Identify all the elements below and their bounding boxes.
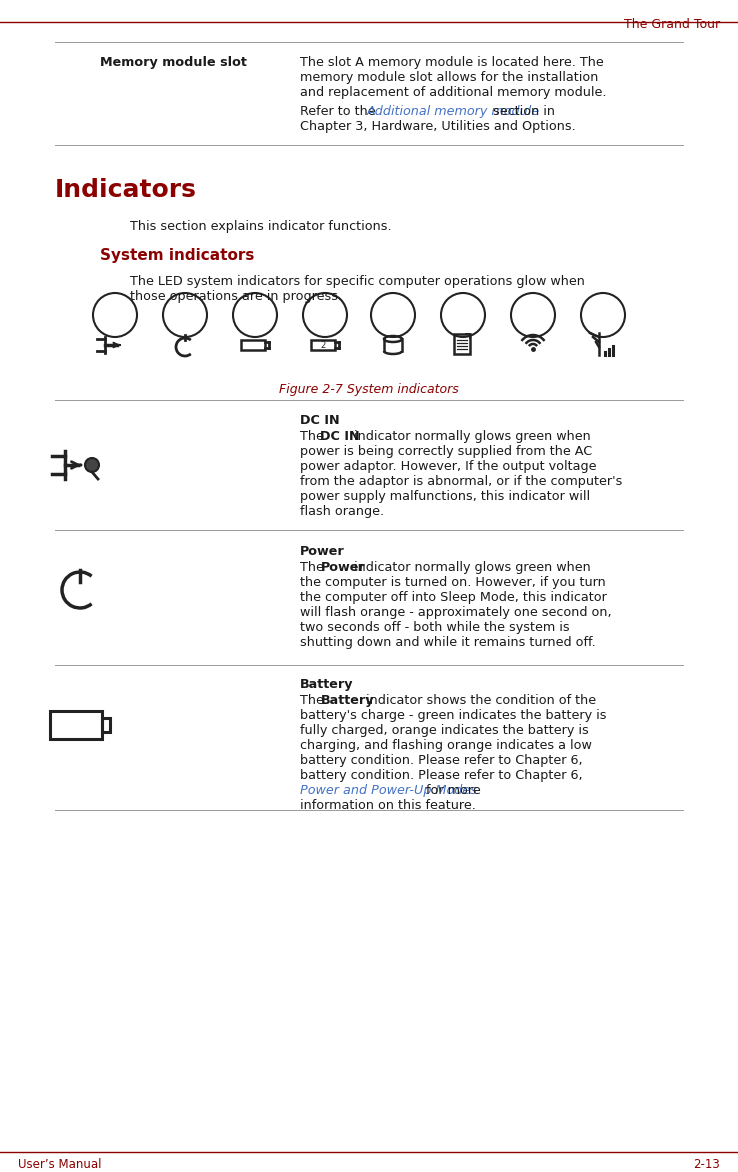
Text: DC IN: DC IN [300, 414, 339, 427]
Text: System indicators: System indicators [100, 248, 255, 263]
Text: Indicators: Indicators [55, 178, 197, 202]
Text: indicator normally glows green when: indicator normally glows green when [350, 430, 590, 443]
Text: the computer is turned on. However, if you turn: the computer is turned on. However, if y… [300, 575, 606, 590]
Text: Memory module slot: Memory module slot [100, 56, 247, 69]
Text: 2-13: 2-13 [693, 1158, 720, 1171]
Text: those operations are in progress.: those operations are in progress. [130, 289, 342, 304]
Text: User’s Manual: User’s Manual [18, 1158, 102, 1171]
Bar [241, 340, 265, 350]
Text: 2: 2 [320, 341, 325, 350]
Text: Power: Power [300, 545, 345, 558]
Bar [454, 334, 470, 354]
Bar [311, 340, 335, 350]
Text: Chapter 3, Hardware, Utilities and Options.: Chapter 3, Hardware, Utilities and Optio… [300, 120, 576, 132]
Text: for more: for more [422, 784, 481, 797]
Text: battery condition. Please refer to Chapter 6,: battery condition. Please refer to Chapt… [300, 754, 582, 766]
Text: flash orange.: flash orange. [300, 505, 384, 518]
Text: DC IN: DC IN [320, 430, 360, 443]
Text: The slot A memory module is located here. The: The slot A memory module is located here… [300, 56, 604, 69]
Text: Figure 2-7 System indicators: Figure 2-7 System indicators [279, 383, 459, 396]
Text: charging, and flashing orange indicates a low: charging, and flashing orange indicates … [300, 740, 592, 752]
Text: The: The [300, 561, 328, 574]
Text: and replacement of additional memory module.: and replacement of additional memory mod… [300, 86, 607, 98]
Text: The: The [300, 694, 328, 707]
Text: shutting down and while it remains turned off.: shutting down and while it remains turne… [300, 636, 596, 649]
Text: information on this feature.: information on this feature. [300, 799, 476, 812]
Text: fully charged, orange indicates the battery is: fully charged, orange indicates the batt… [300, 724, 589, 737]
Bar [102, 718, 110, 732]
Text: Refer to the: Refer to the [300, 105, 379, 118]
Text: power is being correctly supplied from the AC: power is being correctly supplied from t… [300, 445, 593, 458]
Text: indicator normally glows green when: indicator normally glows green when [350, 561, 590, 574]
Text: The: The [300, 430, 328, 443]
Text: indicator shows the condition of the: indicator shows the condition of the [362, 694, 596, 707]
Text: The LED system indicators for specific computer operations glow when: The LED system indicators for specific c… [130, 275, 585, 288]
Text: Battery: Battery [300, 677, 354, 691]
Text: will flash orange - approximately one second on,: will flash orange - approximately one se… [300, 606, 612, 619]
Text: The Grand Tour: The Grand Tour [624, 18, 720, 30]
Text: section in: section in [489, 105, 555, 118]
Text: memory module slot allows for the installation: memory module slot allows for the instal… [300, 71, 599, 84]
Text: Battery: Battery [320, 694, 374, 707]
Text: Power: Power [320, 561, 365, 574]
Text: This section explains indicator functions.: This section explains indicator function… [130, 220, 392, 233]
Text: Power and Power-Up Modes: Power and Power-Up Modes [300, 784, 477, 797]
Text: from the adaptor is abnormal, or if the computer's: from the adaptor is abnormal, or if the … [300, 475, 622, 488]
Text: power adaptor. However, If the output voltage: power adaptor. However, If the output vo… [300, 459, 596, 473]
Text: battery's charge - green indicates the battery is: battery's charge - green indicates the b… [300, 709, 607, 722]
Text: power supply malfunctions, this indicator will: power supply malfunctions, this indicato… [300, 490, 590, 503]
Circle shape [85, 458, 99, 472]
Text: battery condition. Please refer to Chapter 6,: battery condition. Please refer to Chapt… [300, 769, 582, 782]
Text: the computer off into Sleep Mode, this indicator: the computer off into Sleep Mode, this i… [300, 591, 607, 604]
Text: Additional memory module: Additional memory module [366, 105, 539, 118]
Text: two seconds off - both while the system is: two seconds off - both while the system … [300, 621, 570, 634]
Bar [50, 711, 102, 740]
